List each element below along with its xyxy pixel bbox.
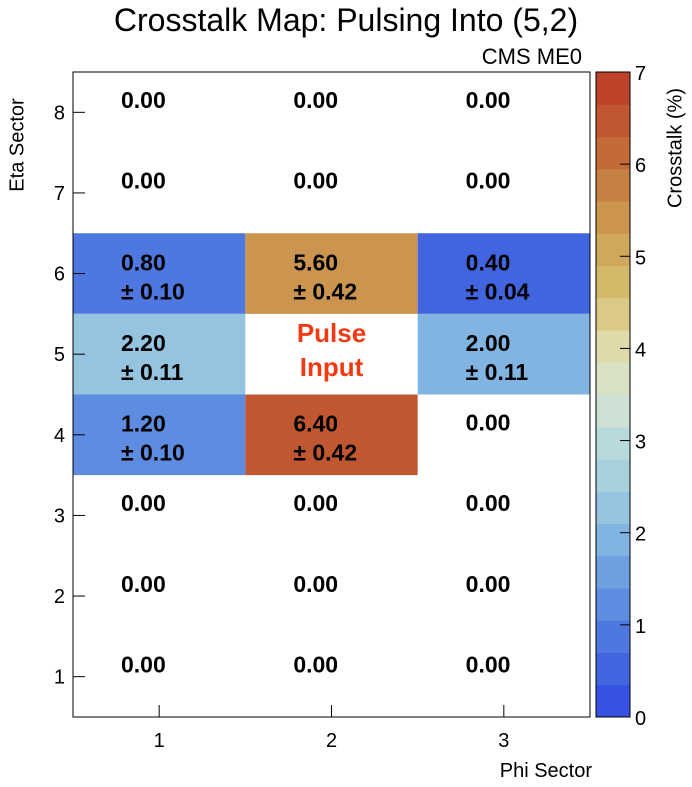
heatmap-cell-2-6 bbox=[245, 233, 418, 314]
cell-value-2-4: 6.40 bbox=[293, 411, 338, 437]
x-axis-label: Phi Sector bbox=[499, 760, 592, 782]
y-tick-label-2: 2 bbox=[54, 586, 65, 608]
cell-value-2-1: 0.00 bbox=[293, 651, 338, 677]
cell-value-1-3: 0.00 bbox=[121, 490, 166, 516]
x-tick-label-3: 3 bbox=[498, 730, 509, 752]
x-tick-label-2: 2 bbox=[326, 730, 337, 752]
colorbar-segment bbox=[596, 297, 630, 331]
cell-value-1-2: 0.00 bbox=[121, 571, 166, 597]
colorbar-segment bbox=[596, 168, 630, 202]
cell-value-3-3: 0.00 bbox=[466, 490, 511, 516]
cell-value-2-7: 0.00 bbox=[293, 168, 338, 194]
heatmap-cell-3-5 bbox=[417, 313, 590, 395]
y-tick-label-6: 6 bbox=[54, 264, 65, 286]
pulse-label-line2: Input bbox=[300, 352, 364, 382]
cell-value-1-5: 2.20 bbox=[121, 330, 166, 356]
colorbar-tick-label-3: 3 bbox=[635, 432, 646, 454]
colorbar-tick-label-0: 0 bbox=[635, 708, 646, 730]
colorbar-tick-label-5: 5 bbox=[635, 247, 646, 269]
colorbar-segment bbox=[596, 394, 630, 428]
colorbar-segment bbox=[596, 684, 630, 718]
colorbar-segment bbox=[596, 459, 630, 492]
colorbar-segment bbox=[596, 233, 630, 266]
cell-error-3-5: ± 0.11 bbox=[466, 359, 529, 385]
cell-error-1-6: ± 0.10 bbox=[121, 278, 185, 304]
cell-value-1-8: 0.00 bbox=[121, 87, 166, 113]
cell-value-1-6: 0.80 bbox=[121, 249, 166, 275]
cell-error-2-4: ± 0.42 bbox=[293, 440, 357, 466]
colorbar-segment bbox=[596, 588, 630, 621]
colorbar-frame bbox=[595, 71, 631, 718]
cell-value-3-1: 0.00 bbox=[466, 651, 511, 677]
pulse-label-line1: Pulse bbox=[297, 318, 366, 348]
y-tick-label-1: 1 bbox=[54, 667, 65, 689]
colorbar-segment bbox=[596, 426, 630, 460]
chart-title: Crosstalk Map: Pulsing Into (5,2) bbox=[113, 2, 579, 38]
cell-value-2-6: 5.60 bbox=[293, 249, 338, 275]
cell-error-1-4: ± 0.10 bbox=[121, 440, 185, 466]
colorbar-segment bbox=[596, 620, 630, 653]
colorbar-segment bbox=[596, 265, 630, 299]
cell-value-3-6: 0.40 bbox=[466, 249, 511, 275]
cell-value-3-4: 0.00 bbox=[466, 410, 511, 436]
colorbar-segment bbox=[596, 523, 630, 557]
cell-value-3-2: 0.00 bbox=[466, 571, 511, 597]
colorbar-segment bbox=[596, 72, 630, 105]
colorbar-tick-label-4: 4 bbox=[635, 339, 646, 361]
heatmap-cell-1-5 bbox=[73, 313, 246, 395]
colorbar-segment bbox=[596, 652, 630, 686]
cell-error-2-6: ± 0.42 bbox=[293, 278, 357, 304]
colorbar-segment bbox=[596, 555, 630, 589]
colorbar-tick-label-7: 7 bbox=[635, 63, 646, 85]
colorbar-tick-label-6: 6 bbox=[635, 155, 646, 177]
x-tick-label-1: 1 bbox=[154, 730, 165, 752]
y-tick-label-7: 7 bbox=[54, 183, 65, 205]
cell-error-3-6: ± 0.04 bbox=[466, 278, 530, 304]
cell-value-3-7: 0.00 bbox=[466, 168, 511, 194]
heatmap-cell-3-6 bbox=[417, 233, 590, 314]
cell-value-3-8: 0.00 bbox=[466, 87, 511, 113]
cell-value-2-8: 0.00 bbox=[293, 87, 338, 113]
colorbar-tick-label-2: 2 bbox=[635, 524, 646, 546]
experiment-label: CMS ME0 bbox=[481, 44, 582, 69]
colorbar-segment bbox=[596, 362, 630, 395]
cell-error-1-5: ± 0.11 bbox=[121, 359, 184, 385]
colorbar-segment bbox=[596, 330, 630, 363]
cell-value-3-5: 2.00 bbox=[466, 330, 511, 356]
colorbar-segment bbox=[596, 201, 630, 234]
cell-value-2-2: 0.00 bbox=[293, 571, 338, 597]
colorbar-segment bbox=[596, 104, 630, 137]
colorbar-segment bbox=[596, 491, 630, 524]
y-tick-label-3: 3 bbox=[54, 505, 65, 527]
y-tick-label-5: 5 bbox=[54, 344, 65, 366]
heatmap-cell-1-4 bbox=[73, 394, 246, 476]
y-tick-label-4: 4 bbox=[54, 425, 65, 447]
cell-value-1-1: 0.00 bbox=[121, 651, 166, 677]
cell-value-1-4: 1.20 bbox=[121, 411, 166, 437]
heatmap-cell-2-4 bbox=[245, 394, 418, 476]
cell-value-2-3: 0.00 bbox=[293, 490, 338, 516]
heatmap-cell-1-6 bbox=[73, 233, 246, 314]
cell-value-1-7: 0.00 bbox=[121, 168, 166, 194]
colorbar-tick-label-1: 1 bbox=[635, 616, 646, 638]
y-tick-label-8: 8 bbox=[54, 102, 65, 124]
